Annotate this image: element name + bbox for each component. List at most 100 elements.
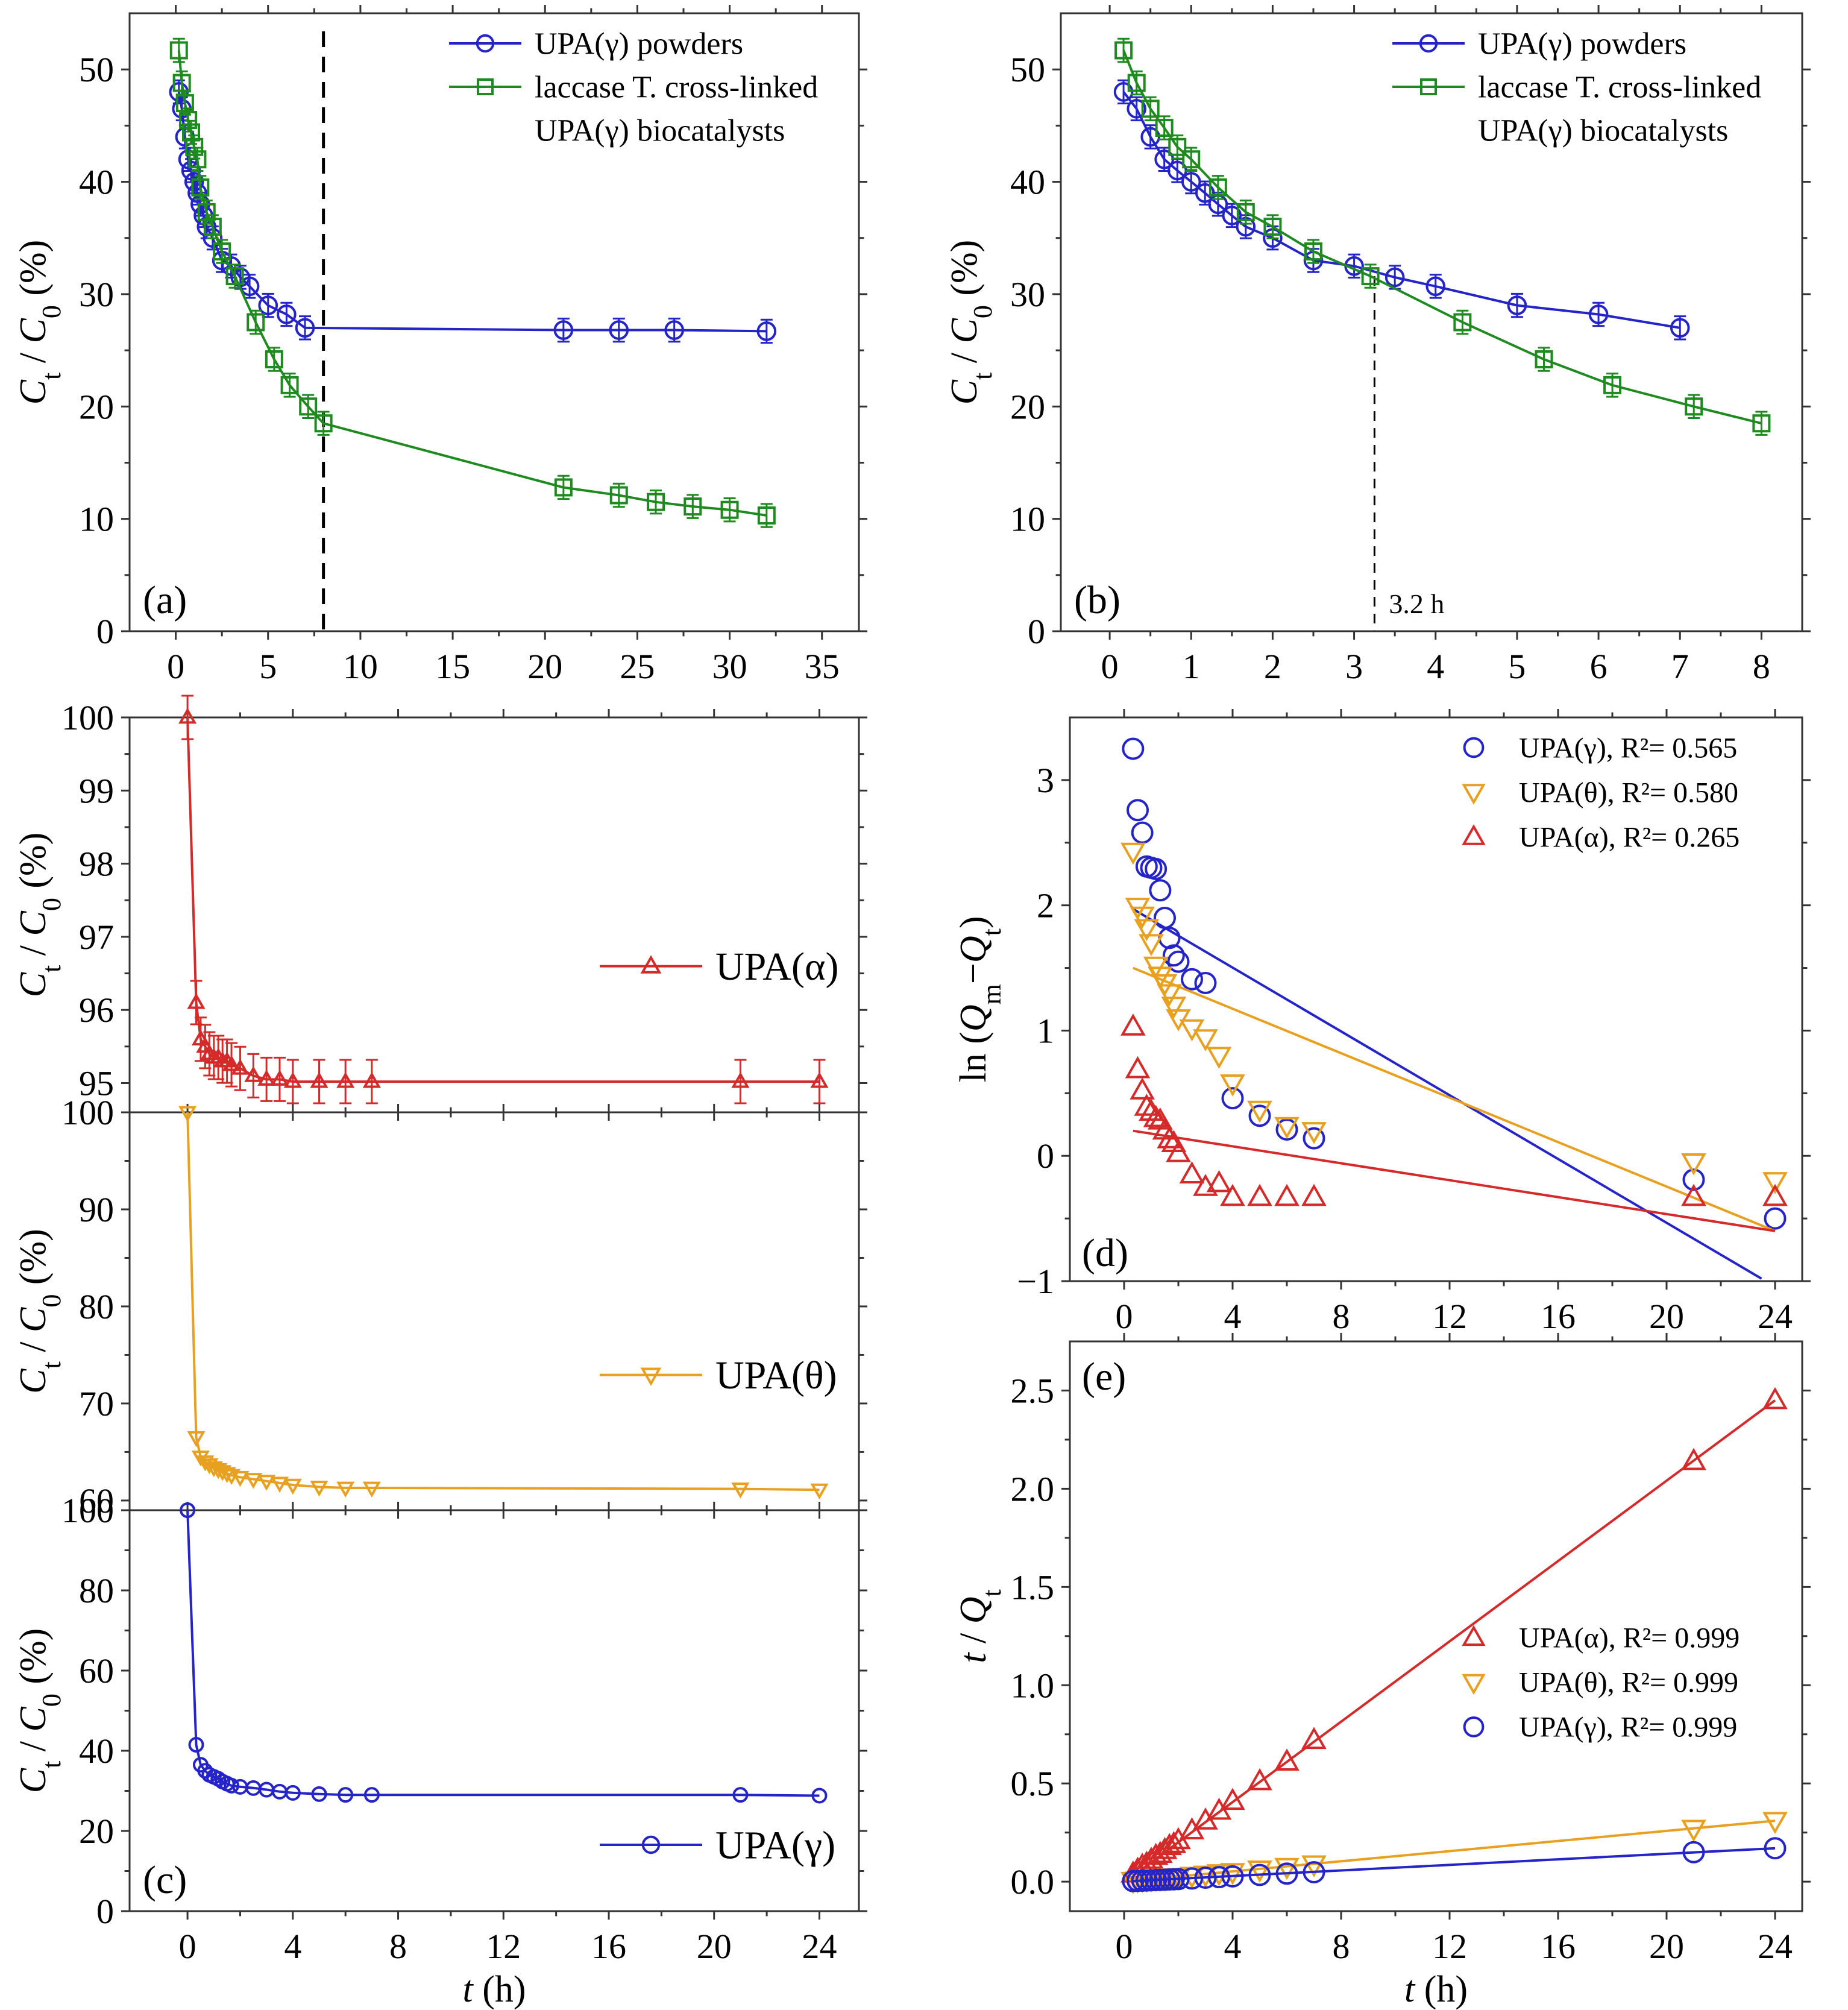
y-tick-label: 1 [1037,1011,1054,1050]
legend-marker [1463,737,1485,758]
legend-marker [477,78,494,95]
data-point [1361,267,1380,286]
x-tick-label: 0 [179,1927,196,1966]
legend: UPA(γ), R²= 0.565 UPA(θ), R²= 0.580 UPA(α)… [1462,732,1740,853]
legend: UPA(θ) [600,1353,837,1397]
data-point [1764,1837,1787,1860]
data-point [283,1478,302,1495]
panel-label: (b) [1074,578,1120,622]
y-tick-label: 30 [79,275,114,314]
x-tick-label: 24 [1758,1927,1793,1966]
data-point [1220,1183,1245,1206]
data-point [336,1072,355,1088]
data-point [1134,1094,1160,1116]
data-point [311,1786,327,1802]
x-tick-label: 12 [1432,1927,1467,1966]
data-point [1275,1862,1298,1885]
fit-line [1133,1129,1776,1232]
data-point [1301,1183,1327,1206]
y-tick-label: 3 [1037,761,1054,800]
y-tick-label: 40 [79,1731,114,1771]
data-point [1179,1161,1205,1183]
y-axis-label: Ct / C0 (%) [13,833,66,998]
y-tick-label: 0.5 [1011,1764,1055,1803]
data-point [270,1476,289,1493]
data-point [338,1787,354,1803]
legend-label: UPA(α) [715,945,839,989]
data-point [284,1785,301,1801]
data-point [1145,857,1168,880]
data-point [731,1072,750,1088]
legend-label: UPA(θ), R²= 0.580 [1519,777,1738,808]
y-tick-label: 60 [79,1481,114,1520]
data-point [1535,350,1553,368]
series-line [1122,49,1762,425]
data-point [257,1070,276,1086]
data-point [1681,1819,1706,1842]
data-point [1301,1855,1327,1878]
series-1 [169,37,776,528]
x-tick-label: 30 [712,647,747,686]
legend-marker [1462,824,1486,845]
data-point [1162,944,1185,967]
data-point [1425,276,1446,297]
data-point [362,1072,381,1088]
x-tick-label: 8 [1333,1297,1350,1336]
data-point [1125,1056,1151,1079]
data-point [720,500,739,519]
data-point [295,318,315,338]
data-point [1507,295,1527,315]
data-point [1301,1122,1327,1144]
plot-frame [1060,12,1803,632]
data-point [1182,150,1201,169]
data-point [191,1451,210,1467]
data-point [1114,41,1133,60]
y-tick-label: 97 [79,918,114,957]
data-point [1221,1865,1244,1888]
data-point [363,1787,380,1803]
legend-marker [640,1367,662,1387]
data-point [731,1482,750,1499]
x-tick-label: 16 [591,1927,626,1966]
data-point [1130,906,1155,929]
x-axis-label: t (h) [1404,1969,1468,2010]
data-point [1274,1748,1300,1771]
data-point [684,497,702,516]
data-point [1588,304,1609,324]
data-point [554,478,573,497]
legend: UPA(α), R²= 0.999 UPA(θ), R²= 0.999 UPA(γ)… [1462,1622,1740,1744]
series-2 [1120,1013,1788,1232]
x-tick-label: 8 [1333,1927,1350,1966]
x-tick-label: 15 [435,647,470,686]
x-tick-label: 25 [620,647,655,686]
data-point [310,1480,328,1497]
y-axis-label: t / Qt [953,1589,1007,1663]
data-point [188,150,207,169]
data-point [178,1106,197,1123]
y-tick-label: 60 [79,1651,114,1690]
y-tick-label: −1 [1017,1262,1054,1301]
data-point [1247,1860,1272,1883]
y-tick-label: 20 [79,387,114,426]
data-point [810,1072,829,1088]
data-point [757,506,776,525]
legend-label: UPA(θ), R²= 0.999 [1519,1667,1738,1699]
x-tick-label: 20 [697,1927,732,1966]
data-point [280,376,299,394]
legend-label: laccase T. cross-linked [535,71,818,105]
data-point [213,242,231,261]
data-point [553,320,574,340]
legend-marker [1462,784,1486,805]
data-point [1181,968,1203,991]
data-point [609,486,628,505]
data-point [244,1473,263,1489]
data-point [1762,1183,1788,1206]
reference-line-label: 3.2 h [1389,588,1444,619]
series-0 [180,1502,828,1804]
y-tick-label: 30 [1010,275,1045,314]
legend-marker [1420,78,1437,95]
y-tick-label: 100 [61,1093,114,1132]
fit-line [1133,966,1776,1232]
data-point [647,493,665,511]
y-tick-label: 10 [79,500,114,539]
